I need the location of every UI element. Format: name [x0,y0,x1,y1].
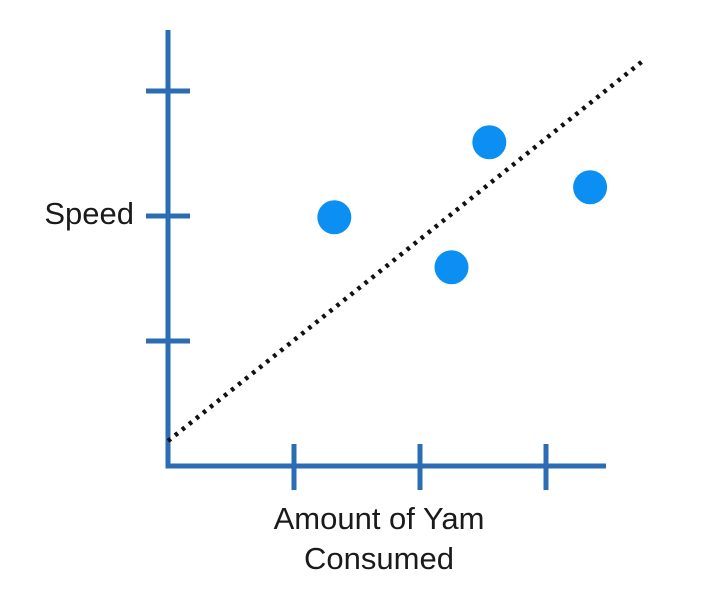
x-axis-label-line-2: Consumed [304,541,454,576]
data-point-1 [317,200,352,235]
trend-line [166,57,646,443]
y-ticks [146,88,190,344]
data-points [317,125,608,285]
x-axis-label-line-1: Amount of Yam [274,501,485,536]
y-axis-label: Speed [44,196,134,231]
x-ticks [291,444,549,490]
data-point-2 [434,250,469,285]
data-point-3 [472,125,507,160]
axes [165,30,606,469]
data-point-4 [573,170,608,205]
